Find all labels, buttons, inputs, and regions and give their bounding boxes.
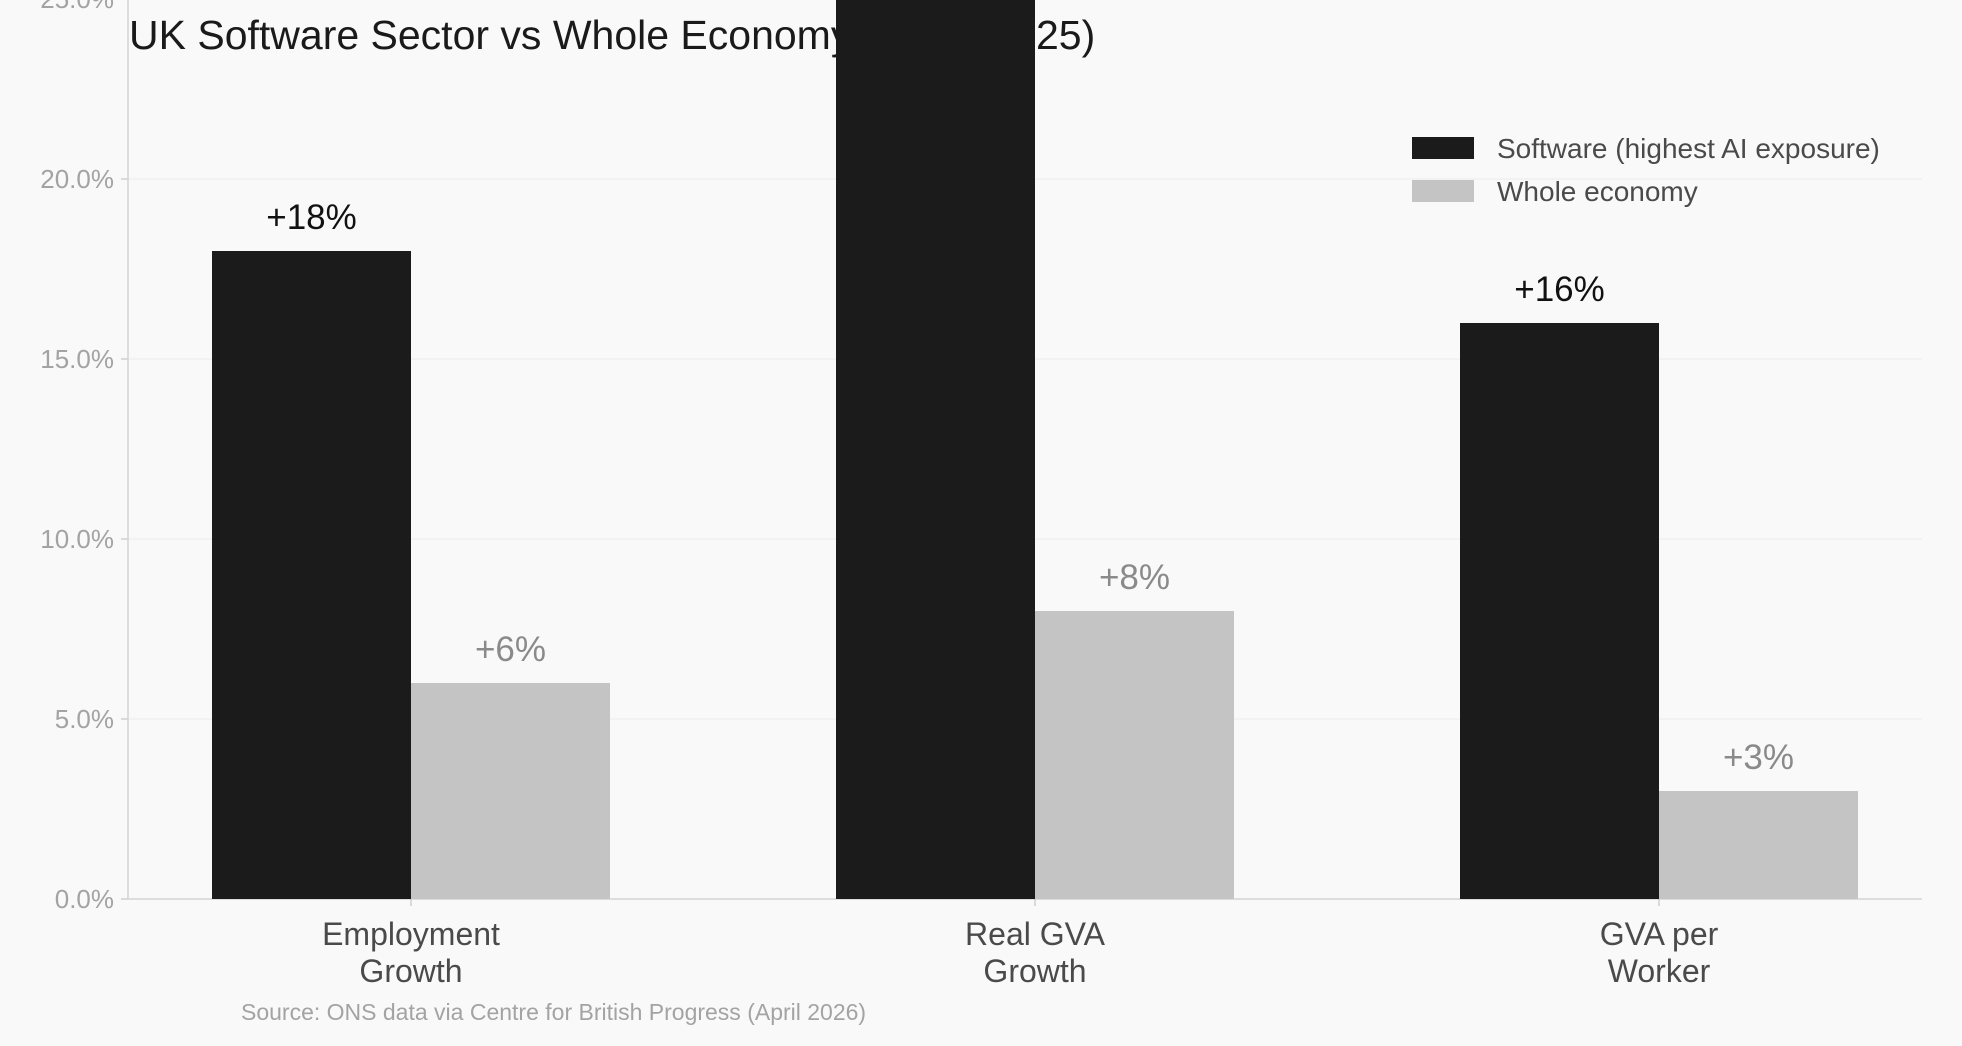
y-tick-label: 10.0%	[40, 524, 114, 554]
x-category-label: Employment	[322, 916, 500, 952]
bar-software	[212, 251, 411, 899]
bar-software	[1460, 323, 1659, 899]
legend-label: Whole economy	[1497, 176, 1698, 207]
legend-label: Software (highest AI exposure)	[1497, 133, 1880, 164]
source-note: Source: ONS data via Centre for British …	[241, 999, 866, 1025]
bar-value-label: +3%	[1723, 738, 1794, 777]
bar-value-label: +6%	[475, 630, 546, 669]
x-category-label: Growth	[983, 953, 1086, 989]
y-tick-label: 15.0%	[40, 344, 114, 374]
x-category-label: Worker	[1608, 953, 1711, 989]
x-category-label: GVA per	[1600, 916, 1719, 952]
bar-value-label: +8%	[1099, 558, 1170, 597]
legend-swatch	[1412, 137, 1474, 159]
bar-whole-economy	[1035, 611, 1234, 899]
x-category-label: Growth	[359, 953, 462, 989]
legend-swatch	[1412, 180, 1474, 202]
x-category-label: Real GVA	[965, 916, 1106, 952]
bar-software	[836, 0, 1035, 899]
bar-value-label: +16%	[1514, 270, 1605, 309]
y-tick-label: 5.0%	[55, 704, 114, 734]
y-tick-label: 0.0%	[55, 884, 114, 914]
bar-whole-economy	[1659, 791, 1858, 899]
y-tick-label: 25.0%	[40, 0, 114, 14]
bar-whole-economy	[411, 683, 610, 899]
y-tick-label: 20.0%	[40, 164, 114, 194]
bar-value-label: +18%	[266, 198, 357, 237]
